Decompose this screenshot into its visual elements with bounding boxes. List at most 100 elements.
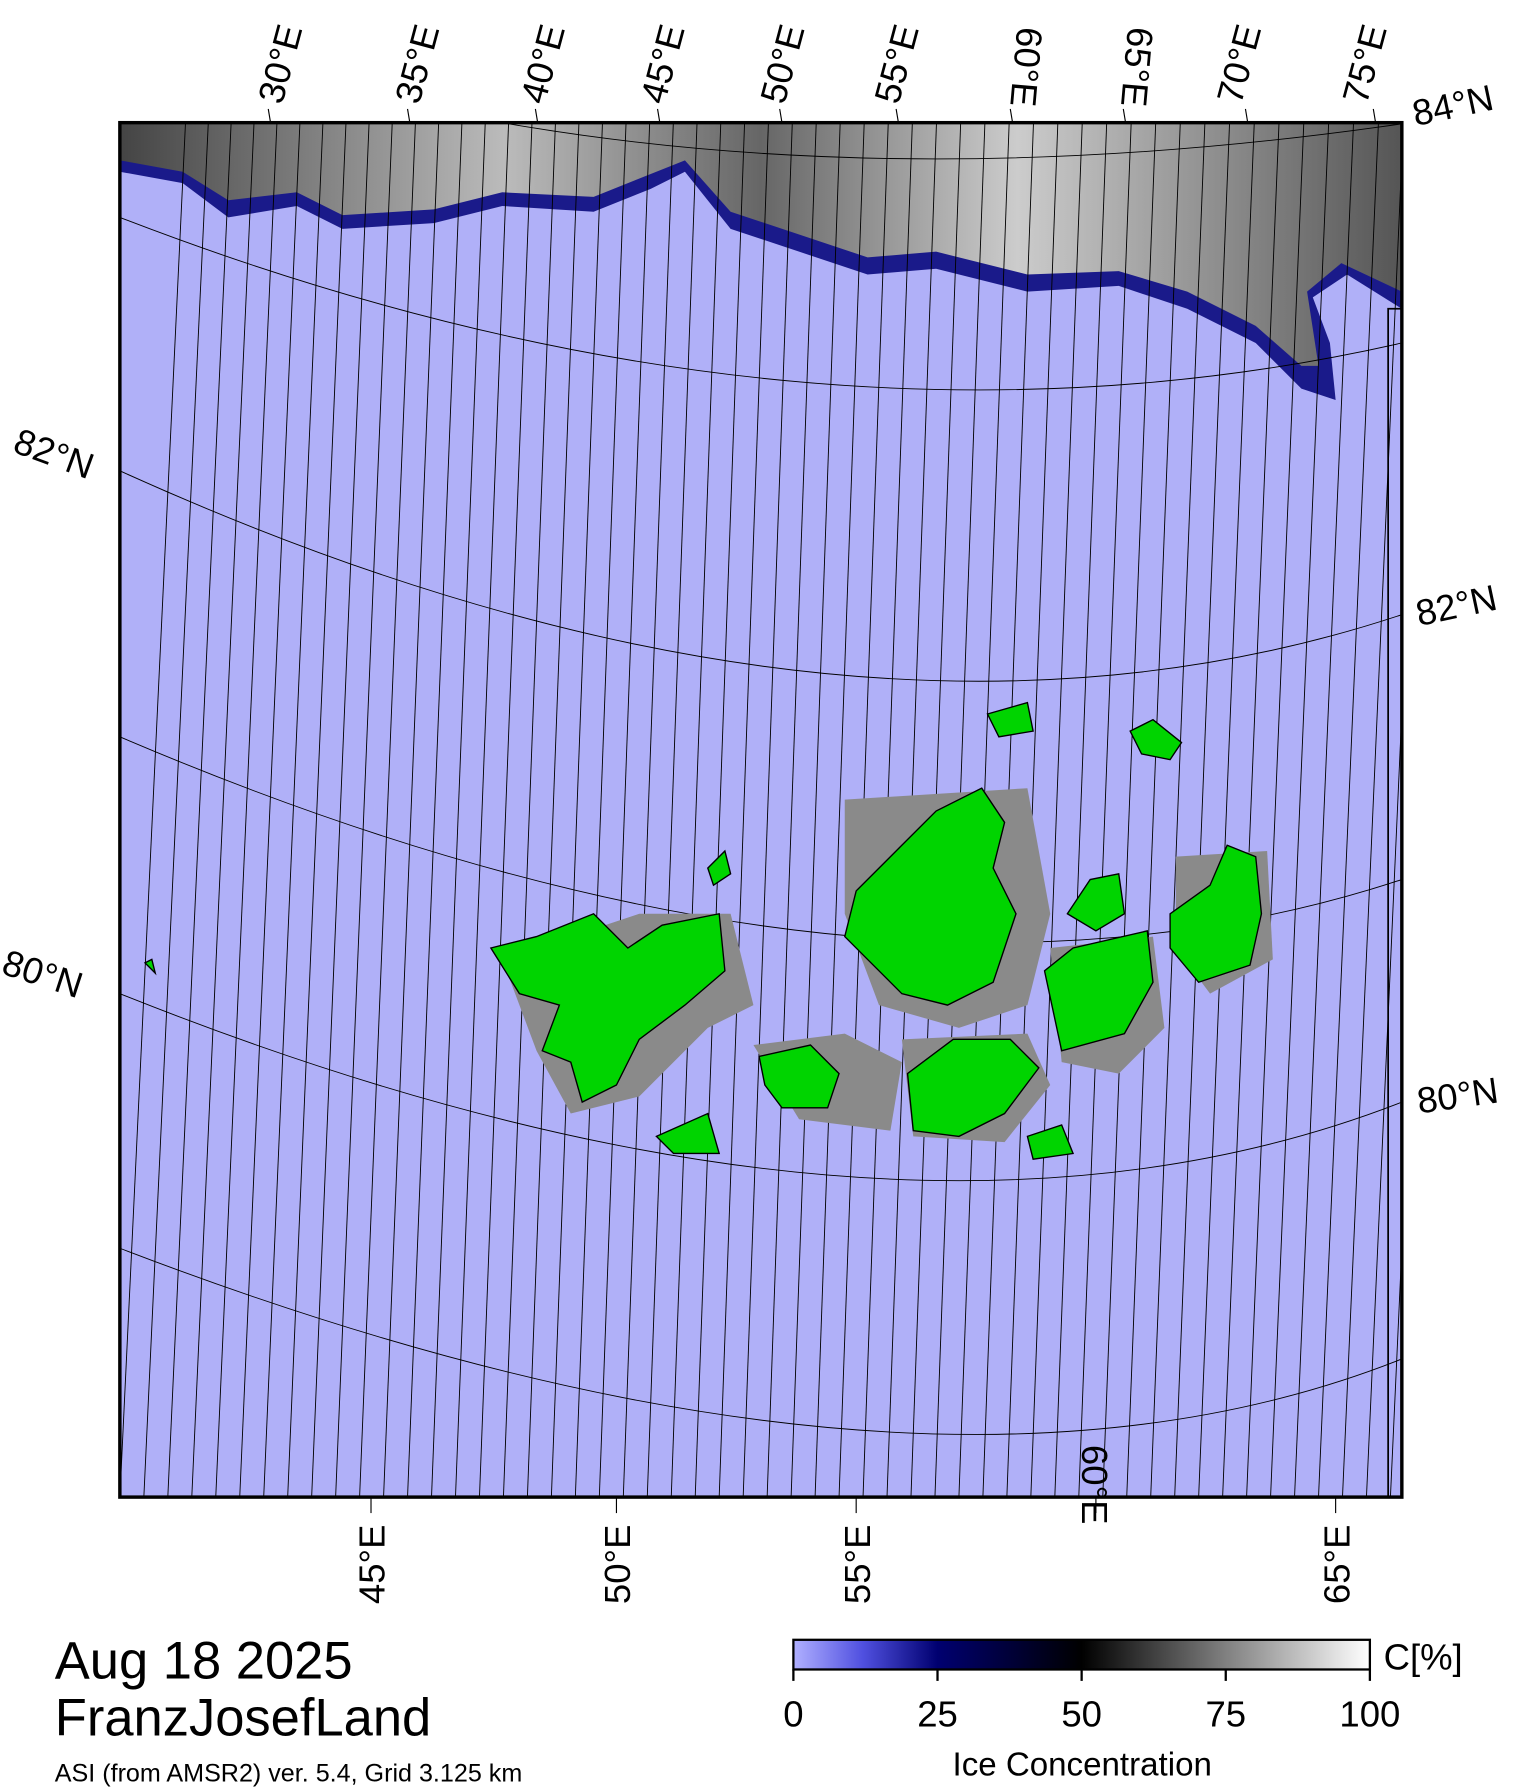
meridian-line — [1198, 122, 1255, 1498]
tick — [1122, 108, 1127, 123]
islands — [143, 701, 1273, 1160]
meridian-line — [1030, 122, 1083, 1498]
meridian-line — [1318, 122, 1379, 1498]
region: FranzJosefLand — [55, 1689, 431, 1748]
latitude-line — [119, 216, 1402, 391]
colorbar-label: Ice Concentration — [953, 1747, 1212, 1784]
colorbar-tick-label: 100 — [1339, 1694, 1400, 1735]
meridian-line — [526, 122, 580, 1498]
date: Aug 18 2025 — [55, 1632, 353, 1691]
meridian-line — [215, 122, 278, 1498]
meridian-line — [670, 122, 722, 1498]
meridian-line — [1102, 122, 1157, 1498]
meridian-line — [790, 122, 841, 1498]
top-longitude-label: 30°E — [250, 20, 310, 107]
meridian-line — [119, 122, 186, 1498]
meridian-line — [550, 122, 603, 1498]
meridian-line — [1126, 122, 1181, 1498]
meridian-line — [431, 122, 486, 1498]
colorbar-unit: C[%] — [1384, 1636, 1463, 1677]
meridian-line — [1365, 701, 1402, 1498]
meridian-line — [598, 122, 651, 1498]
meridian-line — [1294, 122, 1354, 1498]
meridian-line — [694, 122, 746, 1498]
colorbar-tick-label: 0 — [783, 1694, 803, 1735]
meridian-line — [167, 122, 232, 1498]
top-longitude-label: 60°E — [1002, 26, 1050, 109]
meridian-line — [1246, 122, 1305, 1498]
left-latitude-label: 82°N — [9, 420, 100, 486]
meridian-line — [335, 122, 393, 1498]
edge-strip — [1387, 307, 1402, 1498]
tick — [1009, 108, 1014, 123]
meridian-line — [1006, 122, 1059, 1498]
meridian-line — [646, 122, 698, 1498]
bottom-longitude-label: 65°E — [1316, 1525, 1357, 1605]
colorbar — [792, 1638, 1372, 1671]
meridian-line — [407, 122, 463, 1498]
meridian-line — [455, 122, 510, 1498]
latitude-line — [119, 1247, 1402, 1435]
meridian-line — [359, 122, 416, 1498]
colorbar-tick-label: 75 — [1205, 1694, 1246, 1735]
tick — [1372, 108, 1377, 123]
tick — [779, 108, 783, 123]
meridian-line — [1438, 123, 1503, 1497]
ocean — [119, 122, 1402, 1498]
latitude-line — [119, 993, 1402, 1182]
meridian-line — [1414, 123, 1478, 1497]
tick — [895, 108, 899, 123]
meridian-line — [1150, 122, 1206, 1498]
meridian-line — [263, 122, 324, 1498]
meridian-line — [1054, 122, 1108, 1498]
meridian-line — [502, 122, 556, 1498]
meridian-line — [311, 122, 370, 1498]
map-frame — [118, 120, 1404, 1499]
meridian-line — [1342, 147, 1402, 1498]
meridian-line — [287, 122, 347, 1498]
tick — [267, 108, 272, 123]
map-area — [119, 122, 1503, 1498]
tick — [1244, 108, 1249, 123]
meridian-line — [766, 122, 817, 1498]
meridian-line — [742, 122, 793, 1498]
bottom-longitude-label: 60°E — [1074, 1445, 1115, 1525]
meridian-line — [1174, 122, 1231, 1498]
meridian-line — [239, 122, 301, 1498]
meridian-line — [718, 122, 769, 1498]
sea-ice — [119, 122, 1402, 366]
meridian-line — [479, 122, 533, 1498]
bottom-longitude-label: 45°E — [352, 1525, 393, 1605]
bottom-longitude-label: 50°E — [597, 1525, 638, 1605]
right-latitude-label: 80°N — [1414, 1070, 1501, 1122]
tick — [534, 108, 539, 123]
tick — [656, 108, 661, 123]
top-longitude-label: 65°E — [1113, 26, 1161, 109]
top-longitude-label: 45°E — [633, 20, 693, 107]
top-longitude-label: 55°E — [867, 20, 927, 107]
meridian-line — [1078, 122, 1132, 1498]
bottom-longitude-label: 55°E — [837, 1525, 878, 1605]
colorbar-tick-label: 25 — [917, 1694, 958, 1735]
top-longitude-label: 50°E — [752, 20, 812, 107]
meridian-line — [143, 122, 209, 1498]
left-latitude-label: 80°N — [0, 942, 88, 1006]
top-longitude-label: 70°E — [1209, 20, 1269, 107]
meridian-line — [574, 122, 627, 1498]
meridian-line — [622, 122, 674, 1498]
meridian-line — [1270, 122, 1330, 1498]
meridian-line — [814, 122, 865, 1498]
top-longitude-label: 35°E — [387, 20, 447, 107]
colorbar-tick-label: 50 — [1061, 1694, 1102, 1735]
top-longitude-label: 40°E — [513, 20, 573, 107]
right-latitude-label: 82°N — [1412, 577, 1500, 634]
top-longitude-label: 75°E — [1335, 20, 1395, 107]
meridian-line — [191, 122, 255, 1498]
right-latitude-label: 84°N — [1409, 77, 1497, 134]
product: ASI (from AMSR2) ver. 5.4, Grid 3.125 km — [55, 1759, 522, 1787]
tick — [406, 108, 411, 123]
latitude-line — [502, 122, 1402, 160]
meridian-line — [1222, 122, 1280, 1498]
meridian-line — [383, 122, 440, 1498]
